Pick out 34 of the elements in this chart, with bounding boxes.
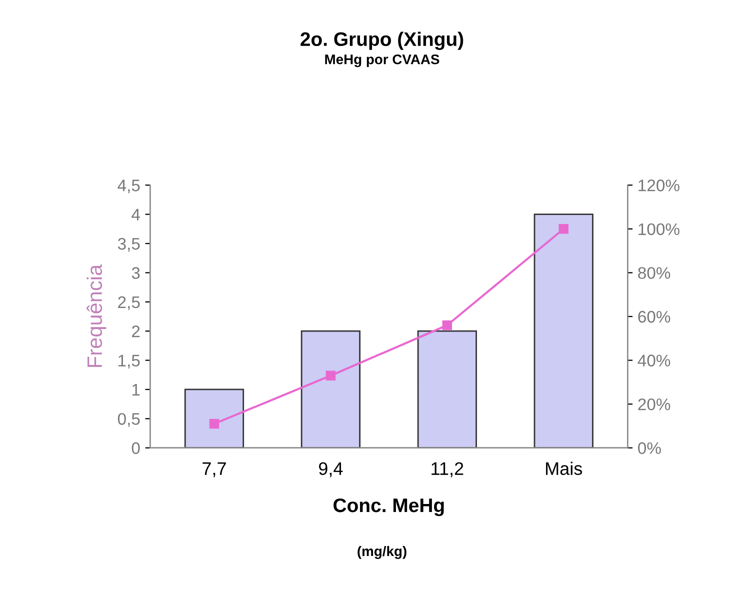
y-axis-title: Frequência [86, 264, 106, 367]
bar [534, 214, 594, 448]
y-tick-label: 0,5 [118, 413, 140, 427]
y2-tick-label: 0% [638, 442, 661, 454]
x-tick-label: Mais [546, 462, 582, 476]
bar [184, 388, 244, 448]
chart-title: 2o. Grupo (Xingu) [300, 32, 464, 50]
y-tick-label: 0 [132, 442, 140, 454]
bar [417, 330, 477, 448]
point [442, 320, 452, 330]
bar [300, 330, 360, 448]
x-axis-title: Conc. MeHg [334, 498, 444, 516]
y-tick-label: 3 [132, 267, 140, 279]
y2-tick-label: 100% [638, 223, 680, 236]
y-tick-label: 2,5 [118, 296, 140, 310]
chart-subtitle: MeHg por CVAAS [325, 54, 440, 68]
y2-tick-label: 120% [638, 180, 680, 192]
y-tick-label: 4 [132, 208, 140, 220]
x-tick-label: 9,4 [318, 462, 343, 478]
y-tick-label: 1,5 [118, 354, 140, 368]
x-tick-label: 7,7 [202, 462, 226, 478]
y-tick-label: 2 [132, 325, 140, 338]
y2-tick-label: 40% [638, 354, 670, 366]
point [209, 418, 220, 429]
y-tick-label: 3,5 [118, 238, 140, 252]
y2-tick-label: 80% [638, 267, 670, 279]
y2-tick-label: 20% [638, 398, 670, 410]
point [558, 224, 568, 234]
x-tick-label: 11,2 [432, 462, 464, 478]
y-tick-label: 1 [132, 384, 140, 396]
y-tick-label: 4,5 [118, 180, 140, 194]
y2-tick-label: 60% [638, 310, 670, 323]
text: (mg/kg) [358, 546, 406, 559]
point [326, 370, 336, 380]
